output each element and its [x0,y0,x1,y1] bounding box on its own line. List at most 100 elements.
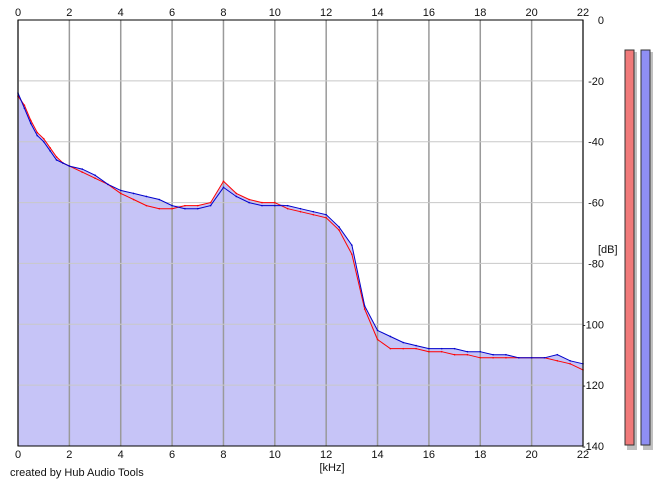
series-point [363,308,366,310]
x-tick-label-top: 0 [15,7,21,19]
series-point [184,204,186,207]
series-point [196,207,199,210]
x-tick-label-bottom: 10 [269,449,281,461]
series-point [415,347,417,350]
series-point [492,353,494,356]
series-point [248,198,250,201]
series-point [312,213,315,216]
x-tick-label-bottom: 6 [169,449,175,461]
series-point [402,341,405,344]
series-point [569,360,571,362]
series-point [376,338,379,341]
series-point [196,204,199,207]
series-point [479,350,482,353]
series-point [325,216,327,219]
series-point [556,360,559,362]
x-tick-label-top: 14 [371,7,383,19]
series-point [119,192,122,195]
series-point [363,305,366,307]
x-tick-label-bottom: 20 [526,449,538,461]
x-tick-label-top: 10 [269,7,281,19]
series-point [376,329,379,332]
x-tick-label-bottom: 8 [220,449,226,461]
series-point [119,189,122,192]
x-tick-label-bottom: 2 [66,449,72,461]
series-point [492,356,494,359]
series-point [440,347,443,350]
series-point [351,244,353,246]
y-tick-label: -80 [588,258,604,270]
series-point [453,347,456,350]
x-tick-label-top: 2 [66,7,72,19]
series-point [261,201,263,204]
series-point [569,363,571,365]
x-tick-label-top: 22 [577,7,589,19]
series-point [453,353,456,356]
series-point [209,204,212,207]
series-point [286,207,289,210]
series-point [158,198,161,201]
series-point [428,347,430,350]
series-point [351,253,353,256]
series-point [36,134,39,137]
series-point [389,347,392,350]
x-tick-label-top: 18 [474,7,486,19]
x-tick-label-bottom: 0 [15,449,21,461]
series-point [428,350,430,353]
series-point [171,207,173,210]
plot-frame [17,19,584,447]
series-point [299,207,302,210]
series-point [325,213,327,216]
series-point [30,122,32,125]
spectrum-area [18,93,583,446]
series-point [158,207,161,210]
credit-text: created by Hub Audio Tools [10,467,144,479]
y-tick-label: -40 [588,137,604,149]
series-point [49,150,51,152]
spectrum-fill [18,93,583,446]
x-tick-label-bottom: 14 [371,449,383,461]
x-tick-label-top: 12 [320,7,332,19]
x-tick-label-bottom: 18 [474,449,486,461]
series-point [42,140,45,143]
series-point [132,192,135,195]
series-point [466,350,469,353]
series-point [530,356,533,359]
series-point [94,174,96,176]
series-point [505,353,507,356]
series-point [30,119,32,122]
series-point [42,137,45,140]
x-tick-label-top: 6 [169,7,175,19]
series-point [171,204,173,207]
series-point [132,198,135,201]
series-point [466,353,469,356]
x-ticks-top: 0 2 4 6 8 10 12 14 16 18 20 22 [15,7,589,19]
series-point [248,201,250,204]
series-point [36,131,39,134]
series-point [402,347,405,350]
y-tick-label: -140 [582,441,604,453]
series-point [517,356,520,359]
x-axis-label: [kHz] [319,462,344,474]
y-axis-label: [dB] [598,244,618,256]
series-point [235,195,238,198]
series-point [299,210,302,213]
series-point [209,201,212,204]
series-point [505,356,507,359]
x-tick-label-top: 20 [526,7,538,19]
series-point [389,335,392,338]
x-tick-label-bottom: 16 [423,449,435,461]
series-point [94,177,96,180]
level-meter-bar [624,49,635,446]
series-lines [17,92,584,371]
level-meters [624,49,653,450]
series-point [62,162,64,164]
series-point [543,356,546,359]
series-point [222,186,225,189]
x-tick-label-top: 16 [423,7,435,19]
series-point [81,168,84,170]
series-point [479,356,482,359]
y-ticks: 0 -20 -40 -60 -80 -100 -120 -140 [582,15,604,453]
series-point [107,183,109,186]
